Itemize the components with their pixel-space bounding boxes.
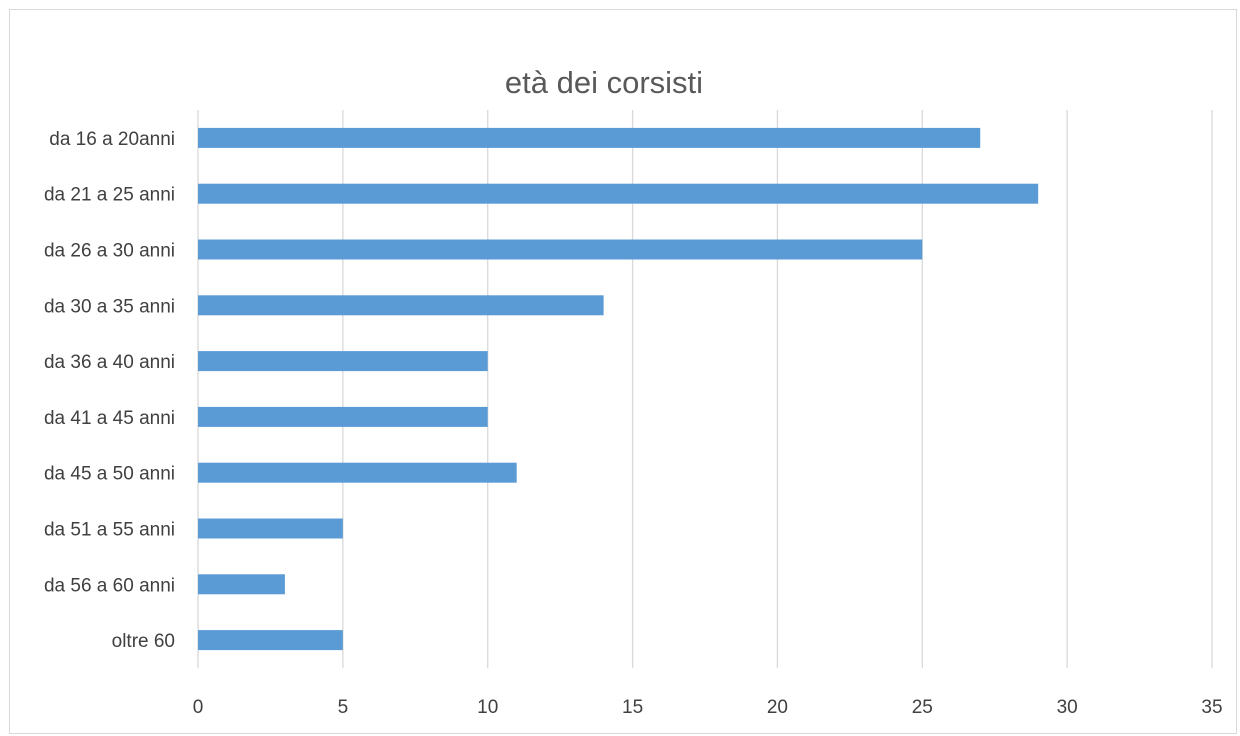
- x-tick-label: 35: [1201, 697, 1222, 718]
- x-tick-label: 10: [477, 697, 498, 718]
- bar: [198, 183, 1039, 204]
- bar: [198, 295, 604, 316]
- bar: [198, 518, 343, 539]
- category-label: da 51 a 55 anni: [44, 520, 175, 541]
- x-axis-tick-labels: 0 5 10 15 20 25 30 35: [193, 697, 1223, 718]
- bar: [198, 351, 488, 372]
- chart-title: età dei corsisti: [505, 65, 703, 100]
- x-tick-label: 0: [193, 697, 204, 718]
- category-label: da 36 a 40 anni: [44, 352, 175, 373]
- category-labels: da 16 a 20anni da 21 a 25 anni da 26 a 30 …: [44, 129, 175, 652]
- x-tick-label: 20: [767, 697, 788, 718]
- category-label: da 26 a 30 anni: [44, 241, 175, 262]
- bar: [198, 406, 488, 427]
- category-label: oltre 60: [112, 631, 175, 652]
- bar: [198, 574, 285, 595]
- bar: [198, 239, 923, 260]
- category-label: da 21 a 25 anni: [44, 185, 175, 206]
- bar: [198, 462, 517, 483]
- category-label: da 41 a 45 anni: [44, 408, 175, 429]
- x-tick-label: 25: [912, 697, 933, 718]
- category-label: da 30 a 35 anni: [44, 296, 175, 317]
- category-label: da 56 a 60 anni: [44, 575, 175, 596]
- bars: [198, 127, 1039, 651]
- x-tick-label: 30: [1057, 697, 1078, 718]
- category-label: da 16 a 20anni: [49, 129, 175, 150]
- bar: [198, 630, 343, 651]
- x-tick-label: 15: [622, 697, 643, 718]
- x-tick-label: 5: [338, 697, 349, 718]
- bar: [198, 127, 981, 148]
- category-label: da 45 a 50 anni: [44, 464, 175, 485]
